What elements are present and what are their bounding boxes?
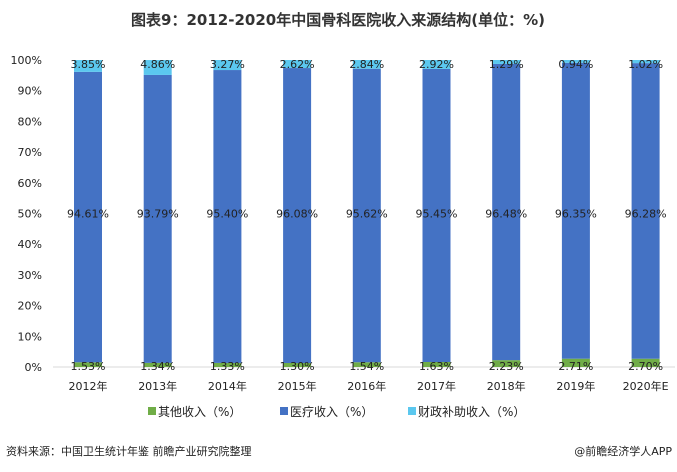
- bar-segment: [143, 60, 172, 75]
- x-tick-label: 2020年E: [623, 379, 669, 393]
- data-label: 1.54%: [349, 360, 384, 373]
- data-label: 3.27%: [210, 58, 245, 71]
- data-label: 1.30%: [280, 360, 315, 373]
- x-tick-label: 2012年: [69, 379, 108, 393]
- data-label: 2.70%: [628, 360, 663, 373]
- bar-segment: [492, 60, 521, 64]
- bar-segment: [631, 60, 660, 64]
- data-label: 1.02%: [628, 58, 663, 71]
- bar-segment: [213, 70, 242, 363]
- legend-label: 医疗收入（%）: [290, 405, 373, 419]
- y-tick-label: 20%: [18, 300, 42, 313]
- data-label: 0.94%: [558, 58, 593, 71]
- bar-segment: [492, 360, 521, 367]
- data-label: 2.71%: [558, 360, 593, 373]
- bar-segment: [74, 60, 102, 72]
- bar-segment: [74, 71, 102, 363]
- x-tick-label: 2018年: [487, 379, 526, 393]
- data-label: 96.35%: [555, 208, 597, 221]
- y-tick-label: 70%: [18, 146, 42, 159]
- data-label: 3.85%: [71, 58, 106, 71]
- data-label: 94.61%: [67, 208, 109, 221]
- legend-swatch: [148, 407, 156, 415]
- legend: 其他收入（%） 医疗收入（%） 财政补助收入（%）: [148, 405, 525, 419]
- data-label: 4.86%: [140, 58, 175, 71]
- y-tick-label: 40%: [18, 238, 42, 251]
- data-label: 1.29%: [489, 58, 524, 71]
- bar-segment: [213, 60, 242, 71]
- source-note: 资料来源：中国卫生统计年鉴 前瞻产业研究院整理: [6, 444, 252, 458]
- bar-segment: [283, 68, 312, 364]
- data-label: 96.28%: [625, 208, 667, 221]
- legend-swatch: [280, 407, 288, 415]
- bar-segment: [422, 361, 451, 367]
- credit-note: @前瞻经济学人APP: [574, 444, 672, 458]
- bar-segment: [352, 68, 381, 363]
- y-tick-label: 0%: [25, 361, 42, 374]
- x-tick-label: 2013年: [138, 379, 177, 393]
- y-axis: 0% 10% 20% 30% 40% 50% 60% 70% 80% 90% 100%: [11, 54, 675, 374]
- data-label: 95.62%: [346, 208, 388, 221]
- bar-segment: [631, 63, 660, 359]
- bar-segment: [492, 63, 521, 361]
- data-label: 96.48%: [485, 208, 527, 221]
- y-tick-label: 60%: [18, 177, 42, 190]
- bar-segment: [561, 60, 590, 63]
- bar-segment: [561, 62, 590, 359]
- bar-segment: [422, 68, 451, 362]
- x-tick-label: 2019年: [556, 379, 595, 393]
- y-tick-label: 50%: [18, 208, 42, 221]
- bar-segment: [74, 362, 102, 367]
- x-tick-label: 2017年: [417, 379, 456, 393]
- legend-label: 其他收入（%）: [158, 405, 241, 419]
- x-tick-label: 2015年: [278, 379, 317, 393]
- data-label: 1.34%: [140, 360, 175, 373]
- y-tick-label: 80%: [18, 115, 42, 128]
- bar-segment: [422, 60, 451, 69]
- data-label: 2.62%: [280, 58, 315, 71]
- x-tick-label: 2014年: [208, 379, 247, 393]
- bar-segment: [213, 362, 242, 367]
- data-label: 2.84%: [349, 58, 384, 71]
- data-label: 1.33%: [210, 360, 245, 373]
- data-label: 1.53%: [71, 360, 106, 373]
- bar-segment: [283, 60, 312, 69]
- data-label: 95.45%: [416, 208, 458, 221]
- legend-label: 财政补助收入（%）: [418, 405, 525, 419]
- bar-segment: [631, 358, 660, 367]
- y-tick-label: 90%: [18, 85, 42, 98]
- data-label: 2.92%: [419, 58, 454, 71]
- data-label: 96.08%: [276, 208, 318, 221]
- data-label: 93.79%: [137, 208, 179, 221]
- bar-segment: [143, 74, 172, 363]
- x-tick-label: 2016年: [347, 379, 386, 393]
- y-tick-label: 10%: [18, 330, 42, 343]
- bar-segment: [352, 362, 381, 367]
- data-label: 95.40%: [206, 208, 248, 221]
- bar-segment: [352, 60, 381, 69]
- data-label: 1.63%: [419, 360, 454, 373]
- y-tick-label: 100%: [11, 54, 42, 67]
- y-tick-label: 30%: [18, 269, 42, 282]
- bar-segment: [143, 362, 172, 367]
- bar-segment: [561, 358, 590, 367]
- bars: 1.53% 94.61% 3.85% 1.34% 93.79% 4.86% 1.33% 95.…: [67, 58, 667, 373]
- legend-swatch: [408, 407, 416, 415]
- x-axis: 2012年 2013年 2014年 2015年 2016年 2017年 2018年 2019年…: [69, 379, 669, 393]
- data-label: 2.23%: [489, 360, 524, 373]
- bar-segment: [283, 363, 312, 367]
- chart-title: 图表9：2012-2020年中国骨科医院收入来源结构(单位：%): [131, 11, 545, 29]
